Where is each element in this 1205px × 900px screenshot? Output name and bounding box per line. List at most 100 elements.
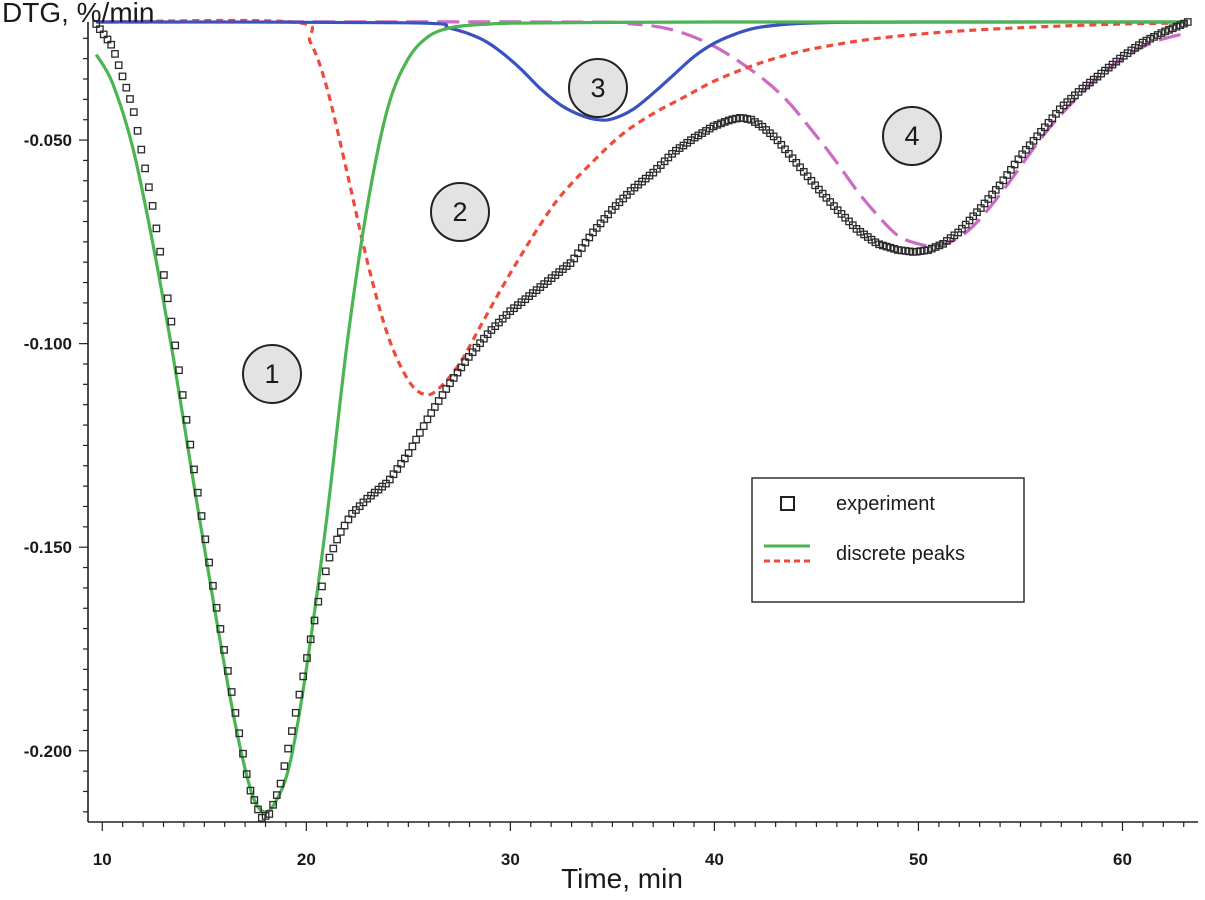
experiment-point — [412, 435, 420, 444]
y-tick-label: -0.150 — [24, 538, 72, 557]
experiment-point — [205, 558, 213, 567]
experiment-point — [416, 428, 424, 437]
experiment-point — [303, 654, 311, 662]
experiment-point — [340, 521, 349, 530]
y-tick-label: -0.200 — [24, 742, 72, 761]
experiment-point — [175, 366, 183, 375]
experiment-point — [160, 271, 168, 279]
peak-number-label: 4 — [904, 121, 919, 151]
experiment-point — [129, 108, 138, 116]
y-tick-label: -0.050 — [24, 131, 72, 150]
y-axis-title: DTG, %/min — [2, 0, 154, 28]
experiment-point — [336, 528, 345, 536]
experiment-point — [242, 770, 251, 778]
experiment-point — [197, 512, 206, 520]
experiment-point — [111, 50, 119, 58]
experiment-point — [246, 786, 255, 795]
peak-number-label: 2 — [452, 197, 467, 227]
experiment-point — [295, 690, 304, 699]
experiment-point — [318, 582, 326, 591]
peak-badge-2 — [430, 182, 490, 242]
y-tick-label: -0.100 — [24, 335, 72, 354]
series-line-peak3 — [96, 20, 1188, 122]
peak-badges: 1 2 3 4 — [242, 58, 942, 404]
experiment-point — [141, 164, 149, 173]
series-line-peak4 — [96, 20, 1189, 248]
peak-badge-1 — [242, 344, 302, 404]
experiment-point — [156, 247, 165, 256]
experiment-point — [224, 667, 232, 675]
experiment-point — [254, 805, 262, 814]
x-tick-label: 20 — [297, 850, 316, 869]
experiment-point — [137, 145, 146, 154]
experiment-point — [227, 688, 236, 696]
x-tick-label: 50 — [909, 850, 928, 869]
experiment-point — [190, 465, 198, 474]
experiment-point — [272, 791, 281, 799]
experiment-point — [126, 95, 134, 103]
x-tick-label: 10 — [93, 850, 112, 869]
experiment-point — [201, 535, 210, 544]
peak-number-label: 1 — [264, 359, 279, 389]
experiment-point — [231, 709, 240, 717]
experiment-point — [325, 553, 334, 562]
legend-discrete-peaks-label: discrete peaks — [836, 543, 965, 565]
experiment-point — [280, 762, 289, 770]
experiment-point — [182, 415, 191, 424]
experiment-point — [193, 488, 202, 497]
experiment-point — [291, 708, 300, 717]
experiment-point — [310, 616, 319, 625]
experiment-point — [148, 202, 157, 210]
axes: 10 20 30 40 50 60 -0.050 -0.100 -0.150 -0.200 — [24, 22, 1198, 869]
x-ticks: 10 20 30 40 50 60 — [93, 822, 1185, 869]
experiment-point — [171, 341, 180, 350]
legend-experiment-label: experiment — [836, 493, 935, 515]
legend-experiment-marker — [780, 496, 795, 511]
experiment-point — [265, 810, 274, 818]
experiment-point — [216, 625, 225, 633]
experiment-point — [114, 61, 123, 70]
experiment-point — [163, 294, 172, 303]
experiment-point — [419, 422, 428, 430]
peak-badge-3 — [568, 58, 628, 118]
experiment-point — [333, 535, 341, 544]
x-tick-label: 30 — [501, 850, 520, 869]
experiment-point — [299, 672, 308, 681]
y-ticks: -0.050 -0.100 -0.150 -0.200 — [24, 37, 88, 813]
plot-series — [92, 18, 1192, 822]
experiment-point — [186, 440, 195, 449]
experiment-point — [329, 544, 338, 553]
experiment-point — [220, 646, 228, 654]
experiment-point — [107, 40, 116, 49]
experiment-point — [423, 415, 432, 424]
experiment-point — [314, 597, 323, 606]
experiment-point — [1183, 18, 1192, 26]
experiment-point — [212, 603, 221, 612]
experiment-point — [122, 83, 131, 92]
experiment-point — [321, 567, 330, 576]
x-tick-label: 40 — [705, 850, 724, 869]
series-line-peak2 — [96, 18, 1188, 397]
experiment-point — [408, 442, 417, 451]
experiment-point — [118, 72, 127, 81]
experiment-point — [306, 635, 315, 644]
experiment-point — [152, 224, 161, 233]
x-tick-label: 60 — [1113, 850, 1132, 869]
experiment-point — [133, 126, 142, 135]
experiment-point — [145, 183, 153, 192]
experiment-point — [178, 391, 187, 399]
experiment-point — [288, 727, 296, 735]
experiment-point — [250, 796, 259, 804]
legend-box — [751, 477, 1025, 603]
peak-number-label: 3 — [590, 73, 605, 103]
x-axis-title: Time, min — [561, 863, 683, 894]
series-line-peak1 — [94, 20, 1188, 814]
experiment-point — [209, 581, 217, 590]
experiment-point — [269, 800, 277, 809]
legend: experiment discrete peaks — [751, 477, 1025, 603]
experiment-point — [167, 317, 176, 326]
experiment-point — [239, 749, 247, 758]
experiment-point — [276, 779, 285, 788]
experiment-point — [235, 729, 244, 738]
